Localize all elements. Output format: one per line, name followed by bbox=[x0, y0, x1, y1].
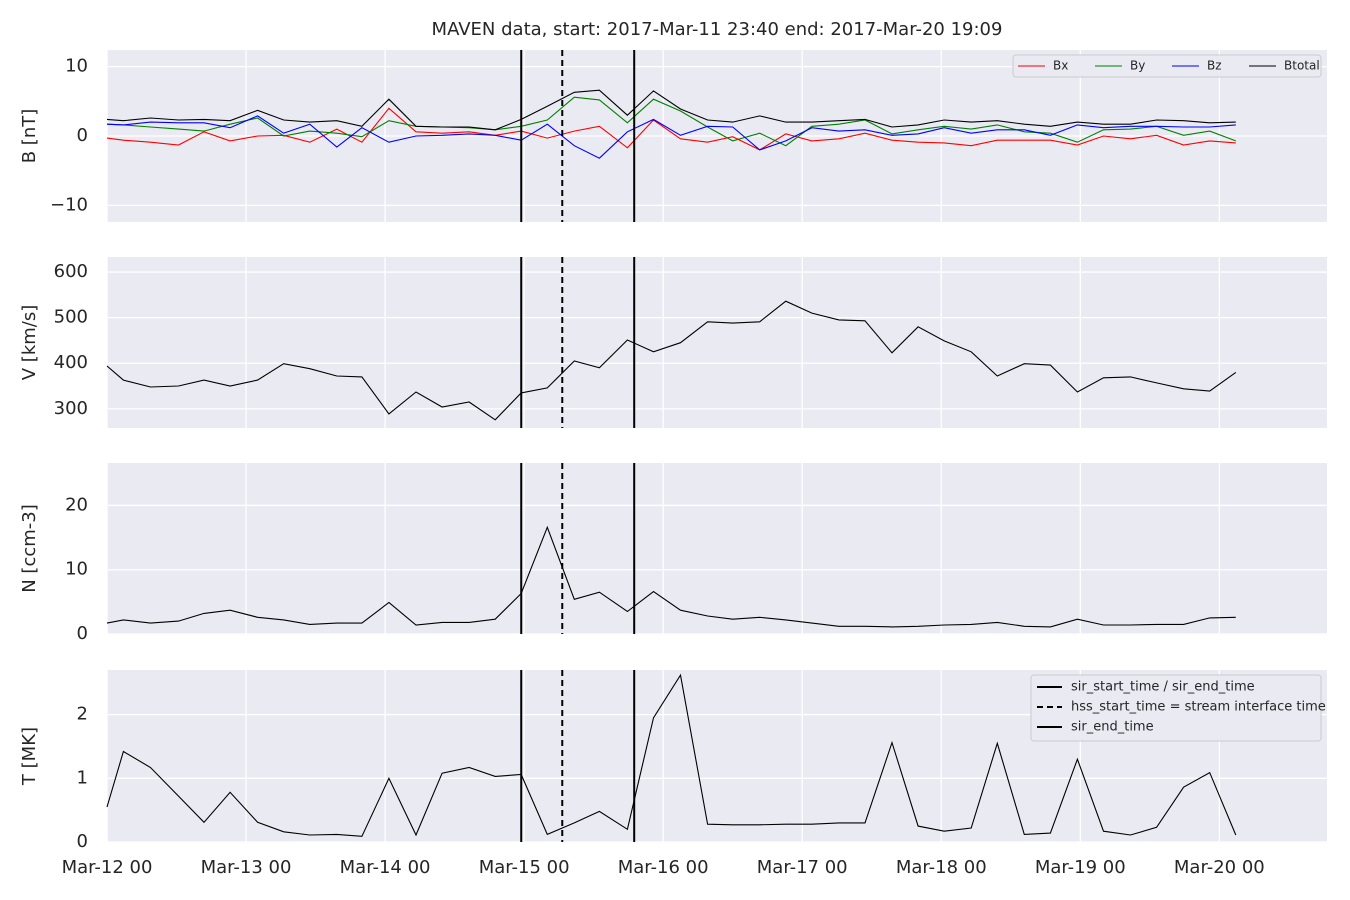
data-line bbox=[106, 673, 1237, 837]
y-tick-label: 0 bbox=[77, 125, 88, 146]
x-tick-label: Mar-13 00 bbox=[201, 857, 292, 878]
y-tick-label: 2 bbox=[77, 704, 88, 725]
x-tick-label: Mar-19 00 bbox=[1035, 857, 1126, 878]
x-tick-label: Mar-17 00 bbox=[757, 857, 848, 878]
y-tick-label: −10 bbox=[50, 194, 88, 215]
legend-label: sir_end_time bbox=[1071, 720, 1154, 735]
y-axis-label: B [nT] bbox=[19, 109, 40, 164]
y-axis-label: V [km/s] bbox=[19, 305, 40, 380]
y-tick-label: 1 bbox=[77, 767, 88, 788]
legend-label: hss_start_time = stream interface time bbox=[1071, 700, 1326, 715]
x-tick-label: Mar-12 00 bbox=[62, 857, 153, 878]
legend-label: Btotal bbox=[1284, 59, 1320, 73]
y-tick-label: 0 bbox=[77, 623, 88, 644]
legend-box bbox=[1012, 54, 1322, 78]
x-tick-label: Mar-20 00 bbox=[1174, 857, 1265, 878]
y-tick-label: 20 bbox=[65, 494, 88, 515]
plot-background bbox=[107, 257, 1327, 428]
x-tick-label: Mar-18 00 bbox=[896, 857, 987, 878]
y-tick-label: 500 bbox=[54, 307, 88, 328]
data-line bbox=[106, 107, 1236, 151]
y-tick-label: 400 bbox=[54, 352, 88, 373]
legend-label: Bx bbox=[1053, 59, 1068, 73]
x-tick-label: Mar-14 00 bbox=[340, 857, 431, 878]
figure-title: MAVEN data, start: 2017-Mar-11 23:40 end… bbox=[432, 19, 1003, 40]
y-tick-label: 10 bbox=[65, 559, 88, 580]
y-tick-label: 0 bbox=[77, 831, 88, 852]
y-tick-label: 600 bbox=[54, 261, 88, 282]
data-line bbox=[106, 525, 1236, 628]
y-axis-label: N [ccm-3] bbox=[19, 504, 40, 593]
y-axis-label: T [MK] bbox=[19, 727, 40, 786]
data-line bbox=[106, 115, 1236, 159]
data-line bbox=[106, 300, 1237, 421]
legend-label: Bz bbox=[1207, 59, 1222, 73]
data-line bbox=[106, 89, 1236, 131]
plot-background bbox=[107, 463, 1327, 634]
y-tick-label: 300 bbox=[54, 398, 88, 419]
x-tick-label: Mar-15 00 bbox=[479, 857, 570, 878]
x-tick-label: Mar-16 00 bbox=[618, 857, 709, 878]
legend-label: By bbox=[1130, 59, 1145, 73]
y-tick-label: 10 bbox=[65, 56, 88, 77]
data-line bbox=[106, 96, 1236, 147]
legend-label: sir_start_time / sir_end_time bbox=[1071, 680, 1255, 695]
legend-box bbox=[1030, 674, 1322, 742]
